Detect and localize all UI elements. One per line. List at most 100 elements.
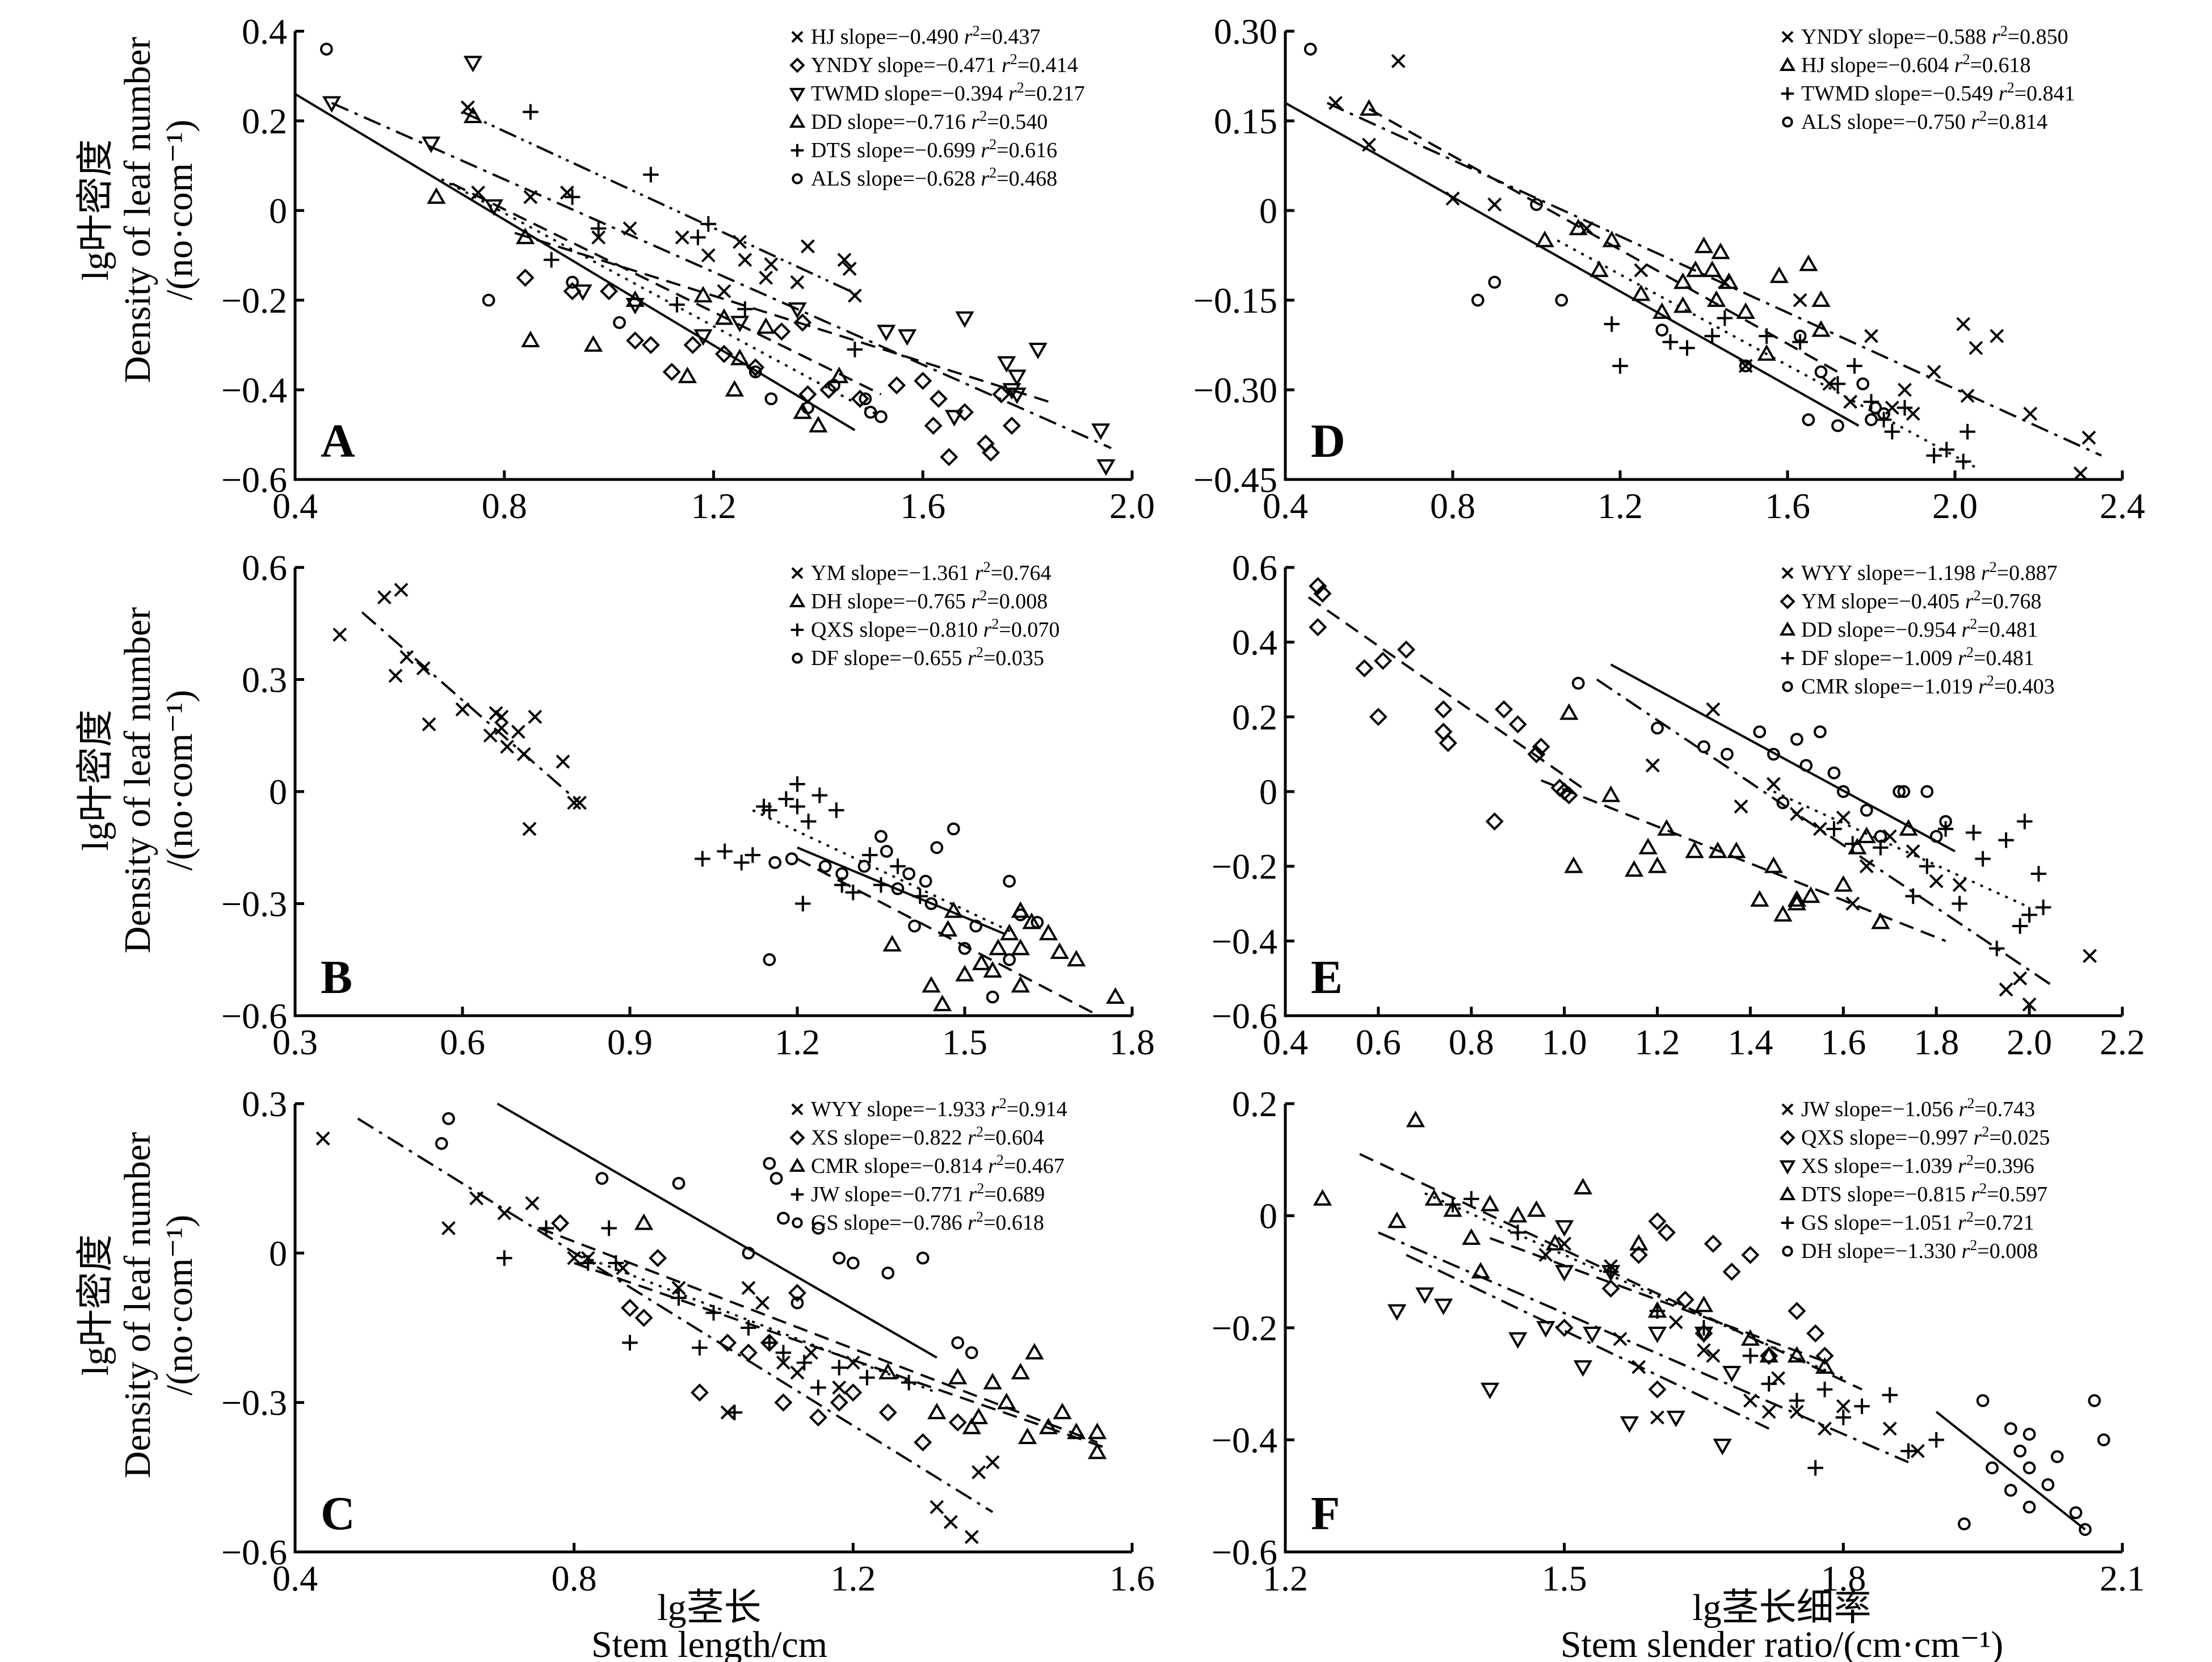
x-tick-label: 0.4 bbox=[272, 1558, 318, 1598]
legend-entry-CMR: CMR slope=−0.814 r2=0.467 bbox=[811, 1152, 1065, 1178]
data-point-GS bbox=[1900, 1443, 1916, 1459]
data-point-WYY bbox=[832, 1380, 847, 1395]
data-point-YM bbox=[1309, 618, 1327, 637]
x-tick-label: 0.9 bbox=[607, 1022, 653, 1062]
y-tick-label: −0.4 bbox=[1212, 921, 1277, 961]
data-point-GS bbox=[595, 1172, 609, 1185]
data-point-XS bbox=[1433, 1298, 1453, 1315]
data-point-WYY bbox=[1906, 844, 1920, 859]
data-point-DTS bbox=[1387, 1211, 1407, 1228]
data-point-YNDY bbox=[793, 313, 812, 332]
data-point-JW bbox=[726, 1404, 743, 1420]
fit-line-ALS bbox=[1285, 102, 1860, 427]
data-point-JW bbox=[901, 1374, 917, 1391]
data-point-WYY bbox=[469, 1191, 483, 1206]
panel-letter: E bbox=[1311, 951, 1343, 1004]
data-point-WYY bbox=[944, 1514, 958, 1529]
fit-line-YM bbox=[361, 611, 581, 804]
panel-B: 0.3 0.6 0.9 1.2 1.5 1.8 −0.6 −0.3 0 0.3 0.6 B YM slo… bbox=[221, 548, 1155, 1062]
data-point-XS bbox=[718, 1333, 737, 1352]
data-point-YNDY bbox=[2073, 466, 2088, 481]
panel-D: 0.4 0.8 1.2 1.6 2.0 2.4 −0.45 −0.30 −0.15 0 0.15 0.… bbox=[1193, 11, 2145, 526]
data-point-WYY bbox=[985, 1455, 1000, 1470]
y-tick-label: 0.6 bbox=[242, 548, 287, 588]
data-point-YNDY bbox=[1487, 197, 1502, 212]
data-point-ALS bbox=[801, 401, 814, 414]
data-point-HJ bbox=[738, 253, 752, 267]
data-point-DH bbox=[938, 920, 958, 937]
legend-entry-YM: YM slope=−0.405 r2=0.768 bbox=[1801, 587, 2042, 613]
data-point-YNDY bbox=[940, 448, 958, 466]
data-point-DD bbox=[1787, 890, 1807, 907]
panel-C: 0.4 0.8 1.2 1.6 −0.6 −0.3 0 0.3 C WYY slope=−1.93… bbox=[221, 1084, 1155, 1598]
series-ALS bbox=[319, 43, 888, 423]
data-point-CMR bbox=[1087, 1423, 1107, 1440]
data-point-WYY bbox=[2083, 949, 2097, 963]
data-point-XS bbox=[1480, 1382, 1500, 1399]
data-point-ALS bbox=[613, 316, 626, 329]
data-point-XS bbox=[948, 1413, 967, 1432]
legend-entry-QXS: QXS slope=−0.810 r2=0.070 bbox=[811, 616, 1059, 642]
data-point-CMR bbox=[1897, 785, 1911, 798]
series-DF bbox=[1773, 790, 2051, 957]
data-point-DF bbox=[930, 841, 944, 855]
data-point-QXS bbox=[1722, 1263, 1741, 1281]
data-point-DTS bbox=[1462, 1228, 1481, 1245]
data-point-YM bbox=[1527, 745, 1546, 764]
data-point-QXS bbox=[789, 798, 805, 815]
data-point-JW bbox=[831, 1360, 847, 1375]
data-point-WYY bbox=[1767, 777, 1781, 792]
data-point-YNDY bbox=[929, 389, 948, 408]
data-point-CMR bbox=[983, 1373, 1002, 1390]
data-point-GS bbox=[881, 1267, 895, 1280]
legend-entry-DF: DF slope=−0.655 r2=0.035 bbox=[811, 644, 1044, 670]
panel-letter: B bbox=[321, 951, 352, 1004]
x-tick-label: 0.4 bbox=[272, 486, 318, 526]
data-point-ALS bbox=[482, 293, 495, 307]
data-point-YM bbox=[556, 754, 570, 769]
x-tick-label: 2.0 bbox=[2007, 1022, 2052, 1062]
series-DH bbox=[1935, 1394, 2110, 1536]
data-point-JW bbox=[1706, 1348, 1721, 1363]
legend-entry-GS: GS slope=−0.786 r2=0.618 bbox=[811, 1209, 1044, 1235]
data-point-YM bbox=[1532, 737, 1550, 756]
data-point-DF bbox=[924, 897, 938, 910]
x-tick-label: 0.8 bbox=[1430, 486, 1475, 526]
data-point-DH bbox=[2050, 1450, 2064, 1463]
data-point-DTS bbox=[1759, 1346, 1778, 1363]
data-point-DF bbox=[1975, 851, 1991, 867]
data-point-WYY bbox=[1836, 810, 1851, 825]
x-title-right-cn: lg茎长细率 bbox=[1692, 1587, 1871, 1629]
data-point-YNDY bbox=[955, 403, 974, 422]
data-point-XS bbox=[649, 1249, 667, 1268]
data-point-DTS bbox=[543, 252, 560, 268]
data-point-HJ bbox=[1736, 302, 1755, 319]
legend-entry-XS: XS slope=−1.039 r2=0.396 bbox=[1801, 1152, 2034, 1178]
y-title-cn: lg叶密度 bbox=[75, 1234, 116, 1375]
data-point-GS bbox=[1854, 1398, 1870, 1414]
data-point-ALS bbox=[1802, 413, 1815, 427]
y-tick-label: −0.6 bbox=[1212, 1532, 1277, 1572]
data-point-WYY bbox=[1882, 829, 1897, 844]
data-point-TWMD bbox=[944, 410, 964, 427]
fit-line-YNDY bbox=[1326, 102, 2102, 457]
data-point-GS bbox=[1789, 1392, 1805, 1409]
data-point-JW bbox=[1743, 1393, 1757, 1408]
x-title-left-en: Stem length/cm bbox=[591, 1624, 827, 1662]
data-point-ALS bbox=[319, 43, 333, 56]
data-point-GS bbox=[769, 1172, 783, 1185]
x-tick-label: 0.8 bbox=[482, 486, 527, 526]
legend-marker-TWMD bbox=[789, 87, 806, 102]
data-point-DTS bbox=[1424, 1189, 1444, 1206]
data-point-ALS bbox=[1303, 43, 1317, 56]
data-point-DD bbox=[1833, 875, 1853, 892]
fit-line-DH bbox=[1935, 1411, 2086, 1531]
data-point-YNDY bbox=[1960, 389, 1975, 403]
data-point-XS bbox=[914, 1433, 932, 1451]
x-tick-label: 1.2 bbox=[830, 1558, 876, 1598]
y-title-unit: /(no·com⁻¹) bbox=[159, 120, 200, 301]
data-point-QXS bbox=[733, 855, 750, 870]
x-tick-label: 1.0 bbox=[1542, 1022, 1587, 1062]
data-point-DTS bbox=[690, 229, 706, 246]
y-tick-label: 0.15 bbox=[1214, 101, 1277, 141]
